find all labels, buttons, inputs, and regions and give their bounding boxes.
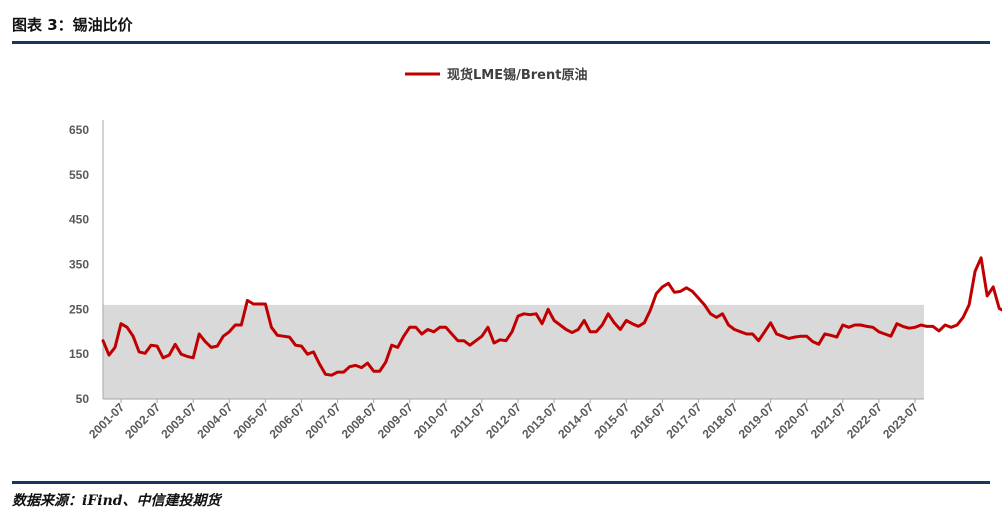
data-source-note: 数据来源：iFind、中信建投期货 xyxy=(12,493,221,509)
x-tick-label: 2011-07 xyxy=(447,400,488,441)
x-tick-label: 2012-07 xyxy=(483,400,524,441)
y-tick-label: 550 xyxy=(69,168,89,182)
x-tick-label: 2008-07 xyxy=(339,400,380,441)
x-tick-label: 2003-07 xyxy=(158,400,199,441)
x-tick-label: 2007-07 xyxy=(303,400,344,441)
y-tick-label: 250 xyxy=(69,302,89,316)
x-tick-label: 2014-07 xyxy=(555,400,596,441)
x-tick-label: 2010-07 xyxy=(411,400,452,441)
x-tick-label: 2001-07 xyxy=(86,400,127,441)
x-tick-label: 2004-07 xyxy=(194,400,235,441)
x-tick-label: 2017-07 xyxy=(664,400,705,441)
y-tick-label: 650 xyxy=(69,123,89,137)
x-tick-label: 2009-07 xyxy=(375,400,416,441)
x-axis-ticks: 2001-072002-072003-072004-072005-072006-… xyxy=(86,399,921,441)
shaded-band-area xyxy=(103,304,924,399)
legend-label: 现货LME锡/Brent原油 xyxy=(447,67,587,83)
x-tick-label: 2018-07 xyxy=(700,400,741,441)
x-tick-label: 2020-07 xyxy=(772,400,813,441)
y-axis-ticks: 50 150 250 350 450 550 650 xyxy=(69,123,89,406)
figure-title: 图表 3：锡油比价 xyxy=(12,16,133,34)
x-tick-label: 2022-07 xyxy=(844,400,885,441)
x-tick-label: 2015-07 xyxy=(591,400,632,441)
footer-rule xyxy=(12,481,990,484)
x-tick-label: 2021-07 xyxy=(808,400,849,441)
legend: 现货LME锡/Brent原油 xyxy=(405,67,587,83)
y-tick-label: 450 xyxy=(69,213,89,227)
y-tick-label: 350 xyxy=(69,258,89,272)
y-tick-label: 150 xyxy=(69,347,89,361)
y-tick-label: 50 xyxy=(76,392,90,406)
x-tick-label: 2019-07 xyxy=(736,400,777,441)
x-tick-label: 2005-07 xyxy=(230,400,271,441)
header-rule xyxy=(12,41,990,44)
x-tick-label: 2023-07 xyxy=(880,400,921,441)
x-tick-label: 2002-07 xyxy=(122,400,163,441)
series-line-tin-oil-ratio xyxy=(101,256,1002,377)
x-tick-label: 2013-07 xyxy=(519,400,560,441)
x-tick-label: 2016-07 xyxy=(627,400,668,441)
x-tick-label: 2006-07 xyxy=(267,400,308,441)
